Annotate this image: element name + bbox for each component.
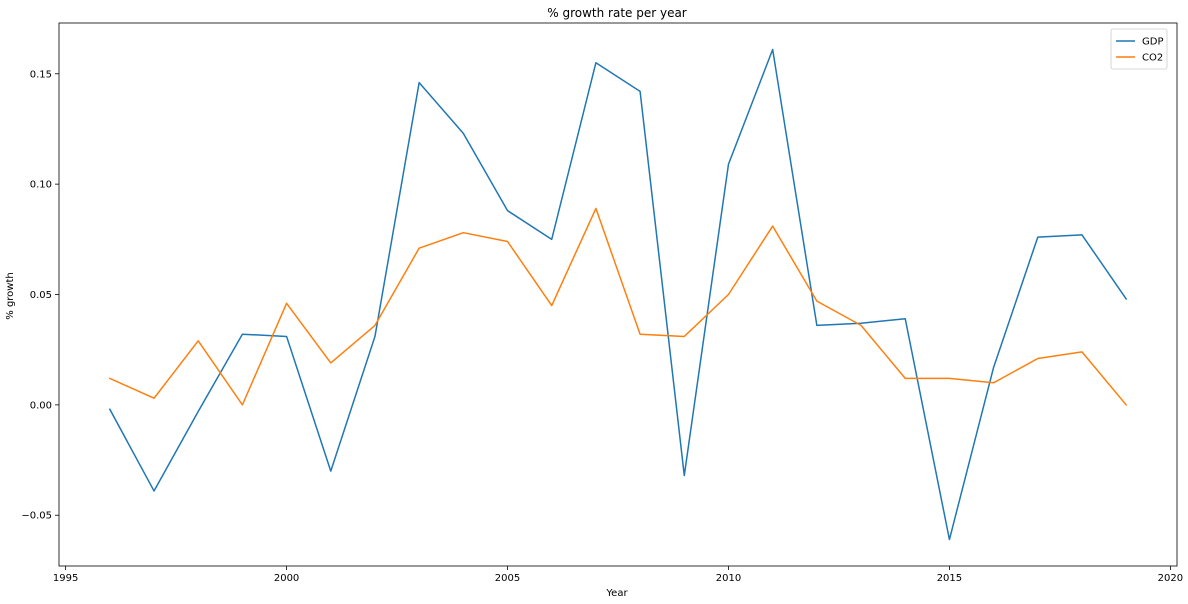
chart-title: % growth rate per year bbox=[547, 6, 687, 20]
legend: GDP CO2 bbox=[1110, 28, 1168, 70]
y-tick-label: 0.15 bbox=[30, 69, 52, 80]
axes-layer: 1995 2000 2005 2010 2015 2020 −0.05 0.00 0.05 0.1… bbox=[21, 22, 1183, 584]
x-axis-title: Year bbox=[605, 588, 628, 599]
series-layer bbox=[108, 48, 1128, 541]
x-tick-label: 2005 bbox=[495, 573, 520, 584]
legend-box bbox=[1110, 28, 1168, 70]
series-line-co2 bbox=[108, 207, 1128, 406]
x-tick-label: 2020 bbox=[1158, 573, 1183, 584]
legend-label: GDP bbox=[1142, 37, 1163, 48]
y-tick-label: 0.05 bbox=[30, 290, 52, 301]
y-tick-label: 0.00 bbox=[30, 400, 52, 411]
legend-label: CO2 bbox=[1142, 53, 1163, 64]
x-tick-label: 2000 bbox=[274, 573, 299, 584]
y-tick-label: 0.10 bbox=[30, 180, 52, 191]
x-tick-label: 2010 bbox=[716, 573, 741, 584]
x-tick-label: 2015 bbox=[937, 573, 962, 584]
y-axis-title: % growth bbox=[5, 272, 16, 319]
x-tick-label: 1995 bbox=[53, 573, 78, 584]
y-tick-label: −0.05 bbox=[21, 511, 52, 522]
series-line-gdp bbox=[108, 48, 1128, 541]
axes-frame bbox=[58, 22, 1178, 567]
